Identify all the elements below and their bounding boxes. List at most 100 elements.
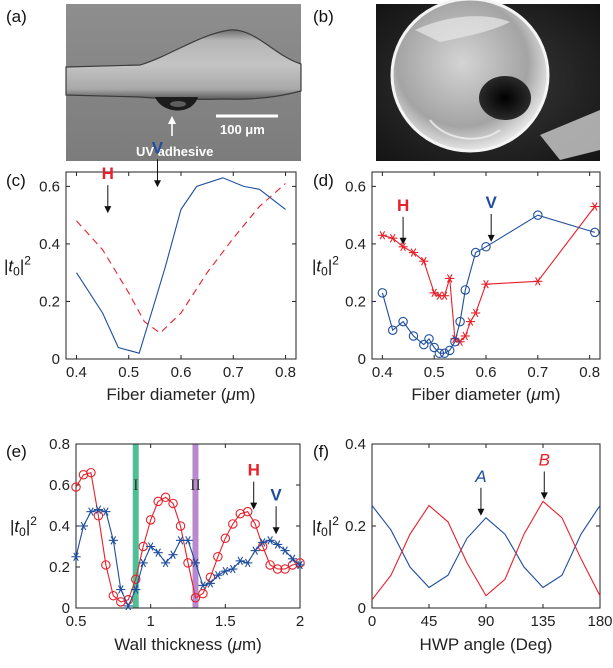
annotation-arrow-head xyxy=(399,237,407,245)
x-tick-label: 0.5 xyxy=(66,613,87,630)
x-tick-label: 0.4 xyxy=(66,364,87,381)
marker-H xyxy=(93,510,104,521)
marker-H xyxy=(265,560,275,570)
annotation-arrow-head xyxy=(487,234,495,242)
y-tick-label: 0.6 xyxy=(345,178,366,195)
annotation-arrow-head xyxy=(272,527,280,535)
marker-V xyxy=(101,507,111,516)
adhesive-highlight xyxy=(170,101,186,107)
chart-panel-c: (c) 0.4 0.5 0.6 0.7 0.8 0 0.2 0.4 0.6 Fiber diamet… xyxy=(4,138,297,404)
marker-V xyxy=(116,585,126,594)
marker-V xyxy=(220,566,230,576)
x-tick-label: 0.7 xyxy=(527,364,548,381)
x-tick-label: 180 xyxy=(587,613,612,630)
annotation-V: V xyxy=(152,138,164,157)
marker-H xyxy=(242,506,253,517)
y-tick-label: 0.4 xyxy=(39,236,60,253)
marker-H xyxy=(228,519,238,529)
x-tick-label: 0.5 xyxy=(424,364,445,381)
marker-V xyxy=(198,581,208,590)
panel-b: (b) xyxy=(313,0,600,161)
marker-V xyxy=(250,546,260,555)
y-tick-label: 0 xyxy=(358,600,366,617)
y-tick-label: 0.8 xyxy=(49,436,70,453)
marker-V xyxy=(450,336,460,347)
marker-V xyxy=(71,552,81,562)
y-tick-label: 0.6 xyxy=(39,178,60,195)
marker-V xyxy=(243,558,253,568)
marker-V xyxy=(429,342,439,353)
marker-H xyxy=(408,248,419,257)
marker-V xyxy=(138,558,148,568)
annotation-V: V xyxy=(486,193,498,212)
panel-a-label: (a) xyxy=(6,7,27,26)
sem-rim-flake xyxy=(415,16,510,42)
marker-V xyxy=(590,227,600,238)
y-tick-label: 0.2 xyxy=(39,293,60,310)
band-1 xyxy=(132,444,139,608)
x-tick-label: 0.6 xyxy=(476,364,497,381)
marker-V xyxy=(280,546,290,555)
marker-V xyxy=(205,579,215,588)
marker-V xyxy=(398,316,408,327)
marker-H xyxy=(398,242,408,252)
marker-H xyxy=(481,279,491,289)
marker-V xyxy=(146,542,156,551)
marker-H xyxy=(168,498,178,509)
adhesive-label: UV adhesive xyxy=(136,144,213,159)
annotation-arrow-head xyxy=(477,508,485,516)
marker-V xyxy=(168,550,178,559)
y-axis-label: |t0|2 xyxy=(312,514,339,539)
series-line-V xyxy=(75,509,301,608)
marker-V xyxy=(419,339,429,350)
y-axis-label: |t0|2 xyxy=(10,514,37,539)
x-tick-label: 1.5 xyxy=(215,613,236,630)
marker-H xyxy=(213,551,223,562)
marker-V xyxy=(78,521,89,531)
scale-bar-label: 100 μm xyxy=(220,122,265,137)
marker-H xyxy=(198,588,208,599)
x-tick-label: 90 xyxy=(478,613,495,630)
marker-V xyxy=(460,285,471,295)
marker-V xyxy=(235,556,245,566)
series-line-V xyxy=(76,177,286,354)
x-tick-label: 0.5 xyxy=(118,364,139,381)
x-tick-label: 0.7 xyxy=(223,364,244,381)
marker-V xyxy=(123,601,133,611)
annotation-H: H xyxy=(102,164,114,183)
marker-V xyxy=(190,558,201,568)
series-line-H xyxy=(75,472,301,603)
marker-V xyxy=(273,540,283,549)
annotation-H: H xyxy=(397,196,409,215)
marker-H xyxy=(153,496,163,507)
marker-V xyxy=(481,242,491,252)
annotation-H: H xyxy=(248,461,260,480)
panel-e-label: (e) xyxy=(6,442,27,461)
x-tick-label: 45 xyxy=(421,613,438,630)
x-tick-label: 2 xyxy=(296,613,304,630)
y-tick-label: 0.4 xyxy=(49,518,70,535)
marker-H xyxy=(295,558,305,568)
marker-H xyxy=(272,564,283,574)
marker-H xyxy=(175,521,186,531)
marker-H xyxy=(123,595,134,605)
marker-H xyxy=(71,482,81,492)
marker-H xyxy=(108,590,119,601)
y-tick-label: 0.4 xyxy=(345,236,366,253)
series-line-H xyxy=(76,183,286,334)
marker-V xyxy=(287,554,298,564)
series-line-H xyxy=(382,206,596,343)
x-tick-label: 0.8 xyxy=(579,364,600,381)
annotation-arrow-head xyxy=(104,206,112,214)
marker-H xyxy=(377,231,387,240)
marker-H xyxy=(388,233,398,243)
marker-V xyxy=(265,536,275,545)
x-tick-label: 0 xyxy=(368,613,376,630)
x-axis-label: Fiber diameter (μm) xyxy=(106,385,255,404)
chart-panel-f: (f) 0 45 90 135 180 0 0.2 0.4 HWP angle (Deg) |t0|… xyxy=(312,436,613,654)
annotation-A: A xyxy=(474,467,486,486)
marker-V xyxy=(183,536,193,545)
annotation-V: V xyxy=(270,485,282,504)
x-axis-label: Wall thickness (μm) xyxy=(114,635,262,654)
